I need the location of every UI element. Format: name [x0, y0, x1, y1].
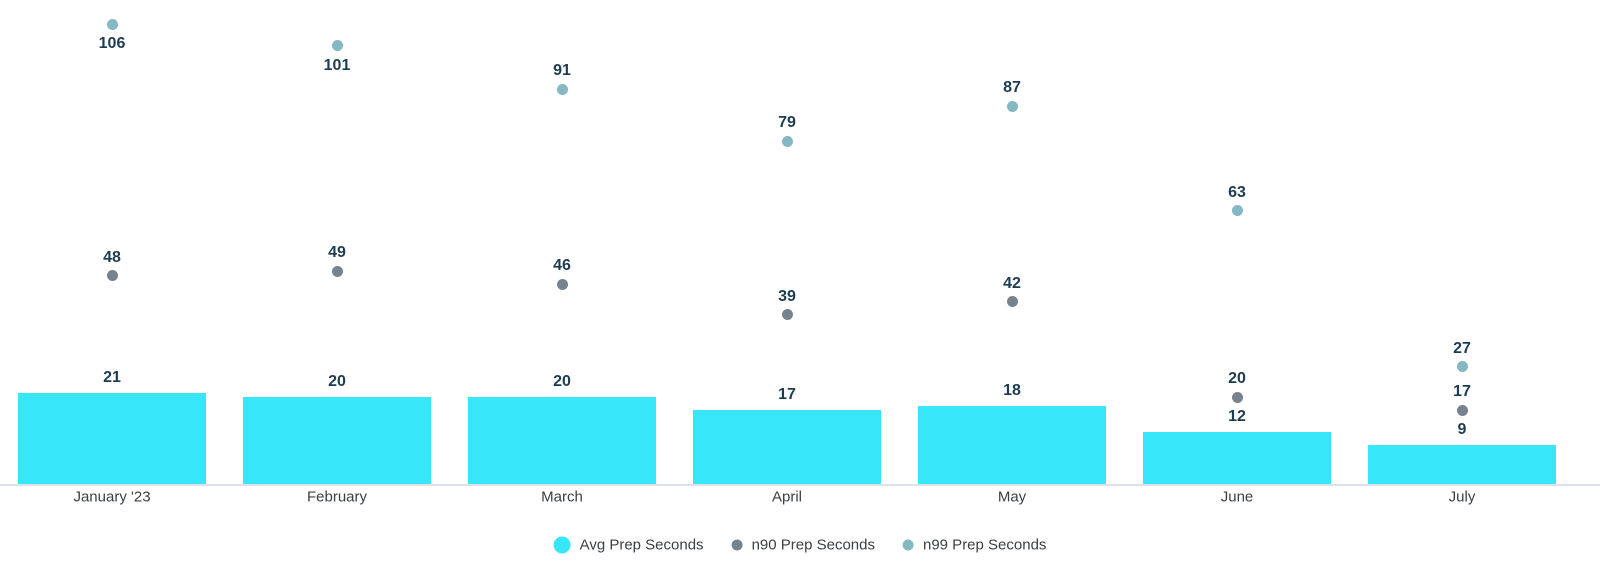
bar-value-label: 17: [778, 386, 796, 404]
n90-value-label: 42: [1003, 274, 1021, 292]
n90-prep-seconds-point[interactable]: [1456, 404, 1468, 416]
avg-prep-seconds-bar[interactable]: [243, 397, 431, 484]
legend: Avg Prep Seconds n90 Prep Seconds n99 Pr…: [553, 536, 1047, 554]
n99-prep-seconds-legend-dot-icon: [902, 539, 914, 551]
n90-prep-seconds-point[interactable]: [1006, 296, 1018, 308]
bar-value-label: 9: [1457, 420, 1467, 438]
avg-prep-seconds-legend-dot-icon: [553, 536, 571, 554]
x-axis-label: May: [997, 488, 1027, 506]
n90-value-label: 17: [1453, 383, 1471, 401]
x-axis-label: March: [541, 488, 583, 506]
n99-prep-seconds-point[interactable]: [781, 135, 793, 147]
n90-prep-seconds-point[interactable]: [781, 309, 793, 321]
x-axis-label: January '23: [73, 488, 151, 506]
avg-prep-seconds-bar[interactable]: [468, 397, 656, 484]
bar-value-label: 21: [103, 368, 121, 386]
n99-prep-seconds-point[interactable]: [1456, 361, 1468, 373]
x-axis-label: July: [1448, 488, 1476, 506]
legend-item-n99-prep-seconds[interactable]: n99 Prep Seconds: [902, 536, 1047, 554]
n99-value-label: 106: [98, 35, 126, 52]
bar-value-label: 20: [328, 373, 346, 391]
n90-value-label: 48: [103, 248, 121, 266]
n90-prep-seconds-point[interactable]: [1231, 391, 1243, 403]
avg-prep-seconds-bar[interactable]: [18, 392, 206, 484]
n99-value-label: 63: [1228, 183, 1246, 201]
n99-prep-seconds-point[interactable]: [1006, 100, 1018, 112]
n90-prep-seconds-point[interactable]: [331, 265, 343, 277]
n90-prep-seconds-point[interactable]: [106, 270, 118, 282]
legend-item-avg-prep-seconds[interactable]: Avg Prep Seconds: [553, 536, 704, 554]
x-axis-label: June: [1220, 488, 1254, 506]
x-axis-line: [0, 484, 1600, 486]
avg-prep-seconds-bar[interactable]: [693, 410, 881, 484]
n99-prep-seconds-point[interactable]: [106, 18, 118, 30]
n90-prep-seconds-legend-dot-icon: [731, 539, 743, 551]
n90-value-label: 49: [328, 244, 346, 262]
legend-item-n90-prep-seconds[interactable]: n90 Prep Seconds: [731, 536, 875, 554]
n90-value-label: 20: [1228, 370, 1246, 388]
avg-prep-seconds-bar[interactable]: [1368, 444, 1556, 484]
n99-prep-seconds-point[interactable]: [1231, 205, 1243, 217]
legend-label: n90 Prep Seconds: [751, 536, 875, 554]
bar-value-label: 20: [553, 373, 571, 391]
bar-value-label: 18: [1003, 381, 1021, 399]
n90-value-label: 46: [553, 257, 571, 275]
bar-value-label: 12: [1228, 407, 1246, 425]
n90-prep-seconds-point[interactable]: [556, 278, 568, 290]
x-axis-label: February: [306, 488, 368, 506]
n99-prep-seconds-point[interactable]: [331, 40, 343, 52]
n99-value-label: 27: [1453, 339, 1471, 357]
x-axis-label: April: [771, 488, 803, 506]
avg-prep-seconds-bar[interactable]: [1143, 431, 1331, 484]
legend-label: n99 Prep Seconds: [922, 536, 1047, 554]
n99-value-label: 87: [1003, 79, 1021, 97]
n99-value-label: 101: [323, 56, 351, 74]
n99-value-label: 91: [553, 62, 571, 80]
avg-prep-seconds-bar[interactable]: [918, 405, 1106, 484]
n99-prep-seconds-point[interactable]: [556, 83, 568, 95]
n90-value-label: 39: [778, 287, 796, 305]
legend-label: Avg Prep Seconds: [579, 536, 704, 554]
n99-value-label: 79: [778, 114, 796, 132]
